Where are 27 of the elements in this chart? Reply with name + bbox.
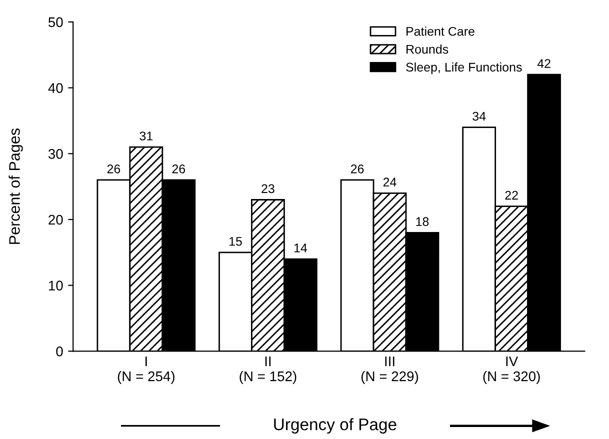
y-tick-label: 10 [48, 280, 63, 291]
legend-label: Patient Care [406, 26, 474, 36]
data-label: 26 [107, 164, 120, 174]
data-label: 31 [140, 132, 153, 140]
data-label: 22 [505, 190, 518, 200]
data-label: 15 [229, 237, 242, 246]
data-label: 26 [350, 164, 364, 174]
x-tick-label: IV (N = 320) [483, 356, 540, 384]
data-label: 23 [262, 184, 274, 194]
data-label: 24 [383, 178, 396, 186]
x-tick-label: II (N = 152) [240, 356, 296, 384]
y-tick-label: 30 [48, 148, 63, 159]
y-axis-title: Percent of Pages [8, 128, 23, 244]
y-tick-label: 40 [48, 83, 63, 93]
legend-label: Rounds [406, 44, 448, 54]
data-label: 18 [416, 217, 429, 226]
data-label: 14 [294, 244, 308, 252]
data-label: 26 [172, 164, 186, 174]
y-tick-label: 20 [48, 214, 63, 225]
x-tick-label: III (N = 229) [361, 356, 418, 384]
y-tick-label: 0 [56, 346, 63, 356]
legend-label: Sleep, Life Functions [406, 62, 522, 74]
y-tick-label: 50 [48, 17, 63, 28]
x-tick-label: I (N = 254) [118, 356, 174, 384]
x-axis-title: Urgency of Page [274, 418, 396, 434]
data-label: 34 [472, 112, 486, 121]
data-label: 42 [537, 59, 550, 68]
